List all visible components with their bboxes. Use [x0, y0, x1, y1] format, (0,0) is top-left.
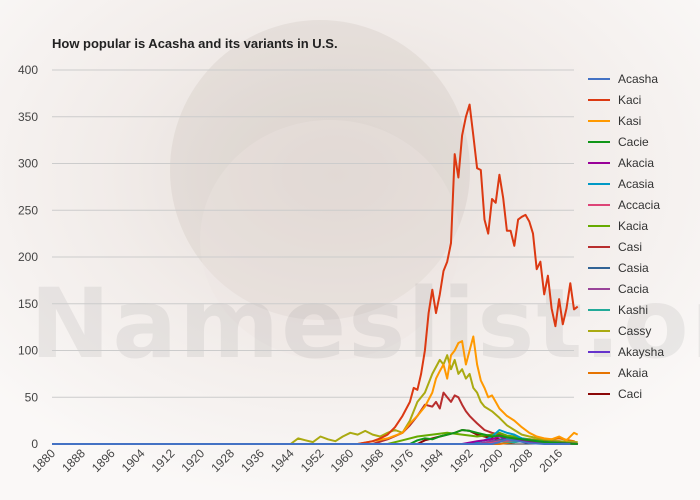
x-tick-label: 2016	[536, 446, 565, 475]
legend-item-accacia: Accacia	[588, 194, 664, 215]
series-lines	[52, 103, 579, 445]
x-tick-label: 2008	[507, 446, 536, 475]
y-tick-label: 250	[18, 203, 38, 217]
x-tick-label: 1888	[59, 446, 88, 475]
legend-label: Accacia	[618, 197, 661, 212]
grid-lines	[52, 69, 574, 445]
legend-item-caci: Caci	[588, 383, 664, 404]
legend-label: Cacie	[618, 134, 649, 149]
x-axis-ticks: 1880 1888 1896 1904 1912 1920 1928 1936 1944 1952…	[29, 446, 565, 475]
legend-label: Caci	[618, 386, 643, 401]
series-line-acasha	[52, 438, 571, 445]
series-line-kasi	[52, 335, 579, 445]
chart-title: How popular is Acasha and its variants i…	[52, 36, 338, 51]
legend-item-cacia: Cacia	[588, 278, 664, 299]
x-tick-label: 1960	[328, 446, 357, 475]
legend-label: Casi	[618, 239, 643, 254]
legend-swatch	[588, 245, 610, 248]
legend-label: Kashi	[618, 302, 649, 317]
legend-label: Cacia	[618, 281, 649, 296]
legend-label: Acasha	[618, 71, 659, 86]
y-tick-label: 150	[18, 297, 38, 311]
legend-swatch	[588, 266, 610, 269]
legend-label: Akaia	[618, 365, 649, 380]
legend-swatch	[588, 140, 610, 143]
legend-swatch	[588, 350, 610, 353]
legend-item-casia: Casia	[588, 257, 664, 278]
x-tick-label: 1952	[298, 446, 327, 475]
legend-swatch	[588, 371, 610, 374]
legend-swatch	[588, 161, 610, 164]
y-tick-label: 100	[18, 344, 38, 358]
x-tick-label: 1936	[238, 446, 267, 475]
legend-swatch	[588, 224, 610, 227]
legend-item-cacie: Cacie	[588, 131, 664, 152]
legend: Acasha Kaci Kasi Cacie Akacia Acasia Accacia Ka…	[588, 68, 664, 404]
x-tick-label: 1968	[357, 446, 386, 475]
legend-label: Acasia	[618, 176, 655, 191]
legend-item-casi: Casi	[588, 236, 664, 257]
x-tick-label: 1912	[149, 446, 178, 475]
legend-label: Cassy	[618, 323, 652, 338]
y-tick-label: 200	[18, 250, 38, 264]
legend-swatch	[588, 287, 610, 290]
legend-swatch	[588, 182, 610, 185]
legend-swatch	[588, 308, 610, 311]
legend-swatch	[588, 98, 610, 101]
legend-item-akaia: Akaia	[588, 362, 664, 383]
legend-item-kashi: Kashi	[588, 299, 664, 320]
x-tick-label: 1976	[387, 446, 416, 475]
x-tick-label: 1928	[208, 446, 237, 475]
legend-item-cassy: Cassy	[588, 320, 664, 341]
y-tick-label: 300	[18, 157, 38, 171]
legend-swatch	[588, 203, 610, 206]
legend-label: Kacia	[618, 218, 649, 233]
legend-swatch	[588, 329, 610, 332]
legend-label: Kasi	[618, 113, 642, 128]
x-tick-label: 1904	[119, 446, 148, 475]
y-tick-label: 400	[18, 63, 38, 77]
legend-item-kacia: Kacia	[588, 215, 664, 236]
x-tick-label: 1896	[89, 446, 118, 475]
legend-label: Casia	[618, 260, 649, 275]
legend-item-akacia: Akacia	[588, 152, 664, 173]
x-tick-label: 1984	[417, 446, 446, 475]
watermark-logo: Nameslist.org	[30, 268, 700, 380]
legend-label: Kaci	[618, 92, 642, 107]
series-line-cacie	[52, 429, 578, 445]
x-tick-label: 1920	[178, 446, 207, 475]
x-tick-label: 1944	[268, 446, 297, 475]
legend-item-acasha: Acasha	[588, 68, 664, 89]
legend-item-kaci: Kaci	[588, 89, 664, 110]
y-axis-ticks: 0 50 100 150 200 250 300 350 400	[18, 63, 38, 451]
legend-swatch	[588, 392, 610, 395]
y-tick-label: 0	[31, 437, 38, 451]
legend-swatch	[588, 77, 610, 80]
legend-item-kasi: Kasi	[588, 110, 664, 131]
y-tick-label: 350	[18, 110, 38, 124]
legend-swatch	[588, 119, 610, 122]
series-line-cassy	[52, 354, 578, 445]
legend-label: Akaysha	[618, 344, 665, 359]
x-tick-label: 2000	[477, 446, 506, 475]
legend-label: Akacia	[618, 155, 655, 170]
y-tick-label: 50	[25, 390, 39, 404]
legend-item-akaysha: Akaysha	[588, 341, 664, 362]
x-tick-label: 1992	[447, 446, 476, 475]
series-line-kaci	[52, 103, 579, 445]
legend-item-acasia: Acasia	[588, 173, 664, 194]
